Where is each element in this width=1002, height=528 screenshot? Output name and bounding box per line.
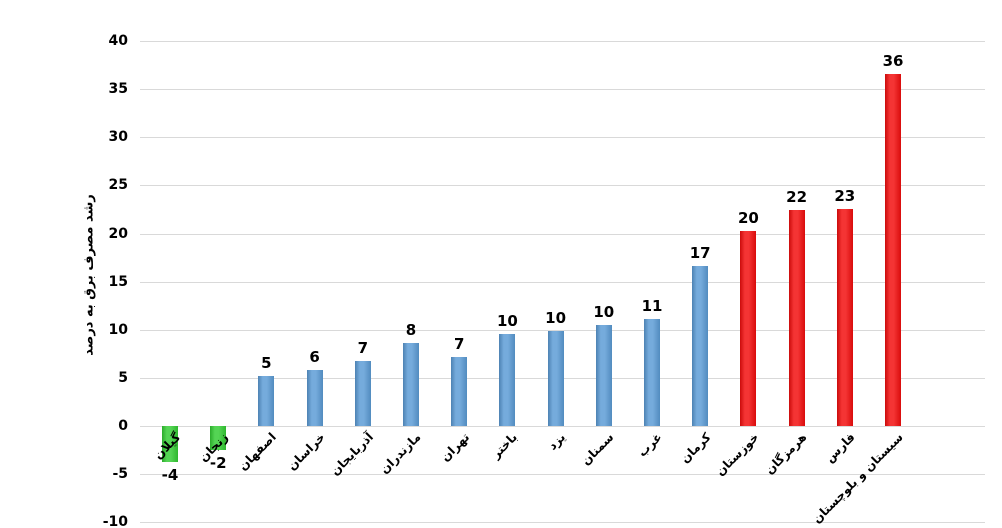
x-category-label: تهران — [437, 430, 473, 465]
bar-shading — [306, 370, 323, 426]
bar-value-label: 22 — [786, 188, 808, 207]
gridline — [140, 89, 985, 91]
y-tick-label: -10 — [102, 514, 128, 528]
y-tick-label: 10 — [108, 321, 128, 338]
bar-shading — [499, 333, 516, 426]
bar-value-label: 10 — [496, 311, 518, 330]
bar-value-label: 20 — [737, 208, 759, 227]
bar — [692, 266, 709, 426]
bar-shading — [162, 426, 178, 462]
y-tick-label: 25 — [108, 177, 128, 194]
bar-value-label: 7 — [453, 334, 465, 353]
x-category-label: هرمزگان — [762, 430, 810, 477]
x-category-label: کرمان — [677, 430, 714, 466]
x-category-label: مازندران — [377, 430, 424, 477]
x-category-label: فارس — [822, 430, 858, 466]
bar-value-label: 11 — [641, 297, 663, 316]
bar — [451, 356, 468, 426]
bar — [354, 360, 371, 427]
x-category-label: خوزستان — [712, 430, 762, 479]
bar — [547, 330, 564, 426]
bar-shading — [354, 360, 371, 427]
x-category-label: آذربایجان — [327, 430, 376, 479]
bar — [740, 230, 757, 426]
bar-shading — [258, 375, 275, 426]
y-tick-label: 15 — [108, 273, 128, 290]
gridline — [140, 233, 985, 235]
gridline — [140, 185, 985, 187]
y-tick-label: 30 — [108, 129, 128, 146]
x-category-label: سمنان — [578, 430, 617, 468]
bar — [258, 375, 275, 426]
gridline — [140, 426, 985, 427]
bar-shading — [788, 210, 805, 426]
bar — [306, 370, 323, 426]
bar-value-label: 8 — [405, 321, 417, 340]
x-category-label: اصفهان — [236, 430, 280, 474]
bar — [644, 319, 660, 426]
gridline — [140, 474, 985, 476]
x-category-label: سیستان و بلوچستان — [809, 430, 906, 527]
gridline — [140, 281, 985, 283]
bar-value-label: 10 — [545, 308, 567, 327]
y-tick-label: 0 — [118, 418, 128, 434]
y-tick-label: 20 — [108, 225, 128, 242]
bar-shading — [740, 230, 757, 426]
bar — [885, 73, 901, 426]
bar-shading — [692, 266, 709, 426]
bar-value-label: 10 — [593, 302, 615, 321]
bar-shading — [836, 208, 853, 426]
bar-value-label: 6 — [309, 348, 320, 367]
y-tick-label: 5 — [118, 369, 128, 386]
gridline — [140, 329, 985, 331]
bar — [595, 324, 612, 426]
bar-value-label: 17 — [689, 244, 711, 263]
bar — [162, 426, 178, 462]
x-category-label: غرب — [635, 430, 665, 460]
x-category-label: خراسان — [284, 430, 328, 473]
bar-value-label: 5 — [261, 353, 272, 372]
y-tick-label: 40 — [108, 33, 128, 49]
bar — [788, 210, 805, 426]
bar-shading — [595, 324, 612, 426]
gridline — [140, 137, 985, 139]
bar — [403, 343, 419, 426]
bar — [499, 333, 516, 426]
gridline — [140, 522, 985, 524]
bar-shading — [451, 356, 468, 426]
bar-shading — [885, 73, 901, 426]
bar-value-label: 36 — [882, 51, 904, 70]
bar-value-label: 23 — [834, 186, 856, 205]
bar-shading — [403, 343, 419, 426]
bar-value-label: 7 — [357, 338, 369, 357]
bar-value-label: -4 — [161, 465, 179, 484]
bar — [836, 208, 853, 426]
bar-shading — [210, 426, 227, 451]
bar-shading — [547, 330, 564, 426]
gridline — [140, 41, 985, 42]
y-tick-label: -5 — [112, 466, 128, 483]
bar-shading — [644, 319, 660, 426]
y-tick-label: 35 — [108, 81, 128, 98]
bar-value-label: -2 — [209, 454, 227, 473]
bar — [210, 426, 227, 451]
x-category-label: باختر — [489, 430, 521, 462]
x-category-label: یزد — [545, 430, 569, 453]
